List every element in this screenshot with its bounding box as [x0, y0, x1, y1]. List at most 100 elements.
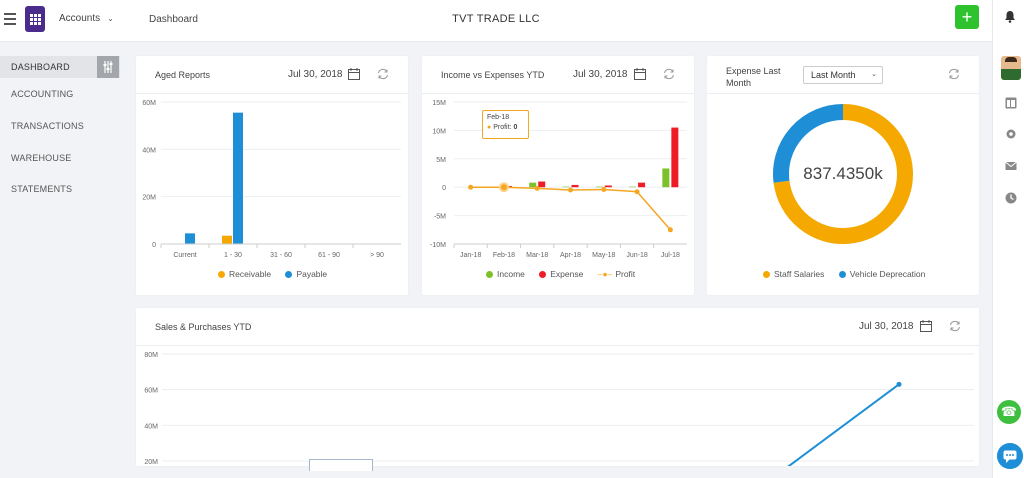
income-expenses-card: Income vs Expenses YTD Jul 30, 2018 -10M…	[422, 56, 694, 295]
app-switcher[interactable]: Accounts ⌄	[59, 13, 114, 24]
sync-icon[interactable]	[947, 67, 961, 81]
expense-donut-chart	[773, 104, 913, 244]
profit-point	[498, 182, 509, 193]
top-bar: Accounts ⌄ Dashboard TVT TRADE LLC +	[0, 0, 992, 42]
bar-receivable	[222, 235, 232, 244]
app-logo[interactable]	[25, 6, 45, 32]
gear-icon[interactable]	[1005, 128, 1017, 140]
legend-label: Expense	[550, 269, 584, 279]
legend-payable: Payable	[285, 269, 327, 279]
y-tick-label: 20M	[144, 459, 158, 466]
avatar[interactable]	[1001, 56, 1021, 80]
y-tick-label: 5M	[436, 157, 446, 164]
tooltip-label: Profit:	[493, 124, 512, 131]
donut-center-value: 837.4350k	[803, 164, 883, 183]
legend-income: Income	[486, 269, 525, 279]
bell-icon[interactable]	[1004, 10, 1016, 23]
chevron-down-icon: ⌄	[871, 71, 877, 78]
card-title: Aged Reports	[155, 70, 211, 80]
bar-expense	[604, 185, 612, 188]
chat-icon[interactable]	[997, 443, 1023, 469]
bar-income	[662, 168, 670, 188]
chart-legend: Receivable Payable	[218, 269, 339, 279]
x-tick-label: Feb-18	[493, 252, 515, 259]
filter-icon[interactable]	[97, 56, 119, 78]
calendar-icon[interactable]	[633, 67, 647, 81]
add-button[interactable]: +	[955, 5, 979, 29]
donut-slice	[773, 104, 844, 183]
x-tick-label: 61 - 90	[318, 252, 340, 259]
card-header: Sales & Purchases YTD Jul 30, 2018	[136, 308, 979, 346]
sidebar-item-transactions[interactable]: TRANSACTIONS	[11, 121, 84, 131]
mail-icon[interactable]	[1005, 160, 1017, 172]
y-tick-label: 20M	[142, 195, 156, 202]
x-tick-label: Current	[173, 252, 196, 259]
calendar-icon[interactable]	[347, 67, 361, 81]
expense-last-month-card: Expense Last Month Last Month ⌄ 837.4350k…	[707, 56, 979, 295]
y-tick-label: 0	[442, 185, 446, 192]
chart-tooltip	[309, 459, 373, 471]
tooltip-title: Feb-18	[487, 114, 510, 121]
x-tick-label: 31 - 60	[270, 252, 292, 259]
bar-expense	[671, 127, 679, 188]
bar-income	[529, 182, 537, 188]
legend-expense: Expense	[539, 269, 583, 279]
card-date: Jul 30, 2018	[859, 321, 914, 332]
layout-icon[interactable]	[1005, 97, 1017, 109]
sync-icon[interactable]	[376, 67, 390, 81]
phone-icon[interactable]: ☎	[997, 400, 1021, 424]
sidebar-item-statements[interactable]: STATEMENTS	[11, 184, 73, 194]
calendar-icon[interactable]	[919, 319, 933, 333]
profit-point	[634, 189, 640, 195]
x-tick-label: > 90	[370, 252, 384, 259]
x-tick-label: Mar-18	[526, 252, 548, 259]
bar-payable	[233, 112, 243, 245]
sales-line	[787, 383, 900, 466]
bar-income	[629, 186, 637, 188]
legend-label: Payable	[296, 269, 328, 279]
profit-point	[601, 186, 607, 192]
y-tick-label: 15M	[432, 100, 446, 107]
sales-purchases-chart: 80M 60M 40M 20M	[144, 352, 974, 466]
y-tick-label: -10M	[430, 242, 446, 249]
sales-purchases-card: Sales & Purchases YTD Jul 30, 2018 80M 60…	[136, 308, 979, 471]
x-tick-label: Jul-18	[661, 252, 680, 259]
y-tick-label: 60M	[142, 100, 156, 107]
y-tick-label: 60M	[144, 388, 158, 395]
right-rail: ☎	[992, 0, 1024, 478]
x-tick-label: Apr-18	[560, 252, 581, 259]
bar-income	[562, 186, 570, 188]
page-title: Dashboard	[149, 14, 198, 25]
sync-icon[interactable]	[662, 67, 676, 81]
chevron-down-icon: ⌄	[107, 14, 114, 23]
bar-income	[595, 186, 603, 188]
sidebar: DASHBOARD ACCOUNTING TRANSACTIONS WAREHO…	[0, 43, 128, 478]
x-tick-label: Jun-18	[626, 252, 648, 259]
bar-expense	[571, 184, 579, 188]
card-date: Jul 30, 2018	[288, 69, 343, 80]
period-select[interactable]: Last Month ⌄	[803, 66, 883, 84]
sidebar-item-dashboard[interactable]: DASHBOARD	[0, 56, 120, 78]
card-header: Expense Last Month Last Month ⌄	[707, 56, 979, 94]
sidebar-item-warehouse[interactable]: WAREHOUSE	[11, 153, 72, 163]
card-title: Sales & Purchases YTD	[155, 322, 252, 332]
sales-point	[896, 381, 902, 387]
y-tick-label: 10M	[432, 128, 446, 135]
x-tick-label: 1 - 30	[224, 252, 242, 259]
sync-icon[interactable]	[948, 319, 962, 333]
card-date: Jul 30, 2018	[573, 69, 628, 80]
y-tick-label: 80M	[144, 352, 158, 359]
profit-point	[568, 187, 573, 193]
legend-label: Receivable	[229, 269, 272, 279]
legend-vehicle-deprecation: Vehicle Deprecation	[838, 269, 926, 279]
period-select-value: Last Month	[811, 70, 856, 80]
legend-label: Vehicle Deprecation	[849, 269, 926, 279]
profit-point	[534, 185, 540, 191]
menu-icon[interactable]	[4, 13, 16, 25]
sidebar-item-accounting[interactable]: ACCOUNTING	[11, 89, 74, 99]
profit-point	[667, 227, 673, 233]
card-header: Income vs Expenses YTD Jul 30, 2018	[422, 56, 694, 94]
clock-icon[interactable]	[1005, 192, 1017, 204]
card-title: Expense Last Month	[726, 66, 781, 88]
income-expenses-chart: -10M -5M 0 5M 10M 15M Jan-18 Feb-18 Mar-18 Apr-18…	[430, 100, 687, 259]
